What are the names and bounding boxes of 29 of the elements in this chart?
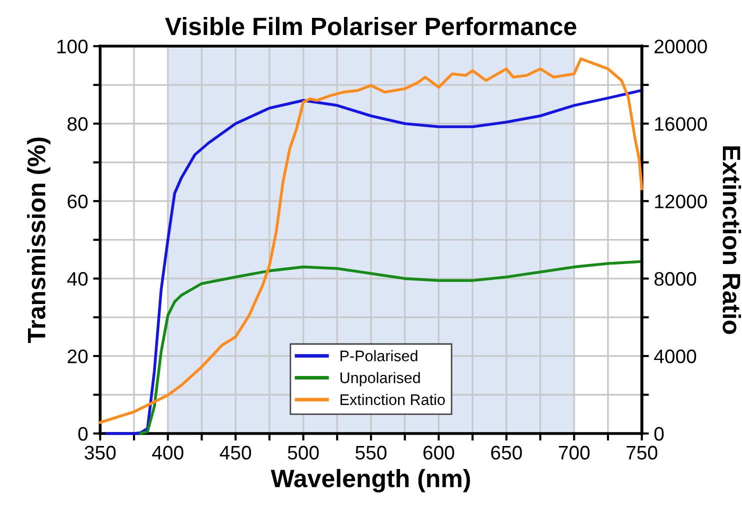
- line-series: [139, 260, 644, 435]
- y2-tick-label: 16000: [655, 117, 707, 131]
- y-tick-label: 60: [68, 194, 88, 208]
- y-tick-label: 40: [67, 272, 88, 286]
- y-tick-label: 20: [68, 349, 88, 364]
- x-tick-label: 550: [356, 446, 386, 460]
- x-tick-label: 500: [288, 446, 319, 460]
- legend-label: Extinction Ratio: [340, 394, 445, 406]
- y-axis-title: Transmission (%): [27, 138, 50, 344]
- y-tick-label: 0: [78, 426, 88, 441]
- y-tick-label: 80: [68, 117, 88, 131]
- x-tick-label: 450: [220, 446, 252, 460]
- y2-tick-label: 20000: [654, 40, 707, 54]
- x-tick-label: 700: [558, 446, 590, 460]
- x-tick-label: 600: [423, 446, 454, 460]
- x-tick-label: 350: [84, 446, 116, 460]
- y-tick-label: 100: [57, 40, 88, 54]
- y2-tick-label: 0: [654, 426, 664, 441]
- x-tick-label: 750: [626, 446, 658, 460]
- legend-label: P-Polarised: [340, 350, 418, 362]
- y2-tick-label: 8000: [654, 272, 696, 286]
- legend-label: Unpolarised: [340, 372, 420, 386]
- y2-axis-title: Extinction Ratio: [722, 146, 742, 334]
- x-tick-label: 650: [491, 446, 522, 460]
- y2-tick-label: 12000: [655, 194, 707, 208]
- x-axis-title: Wavelength (nm): [270, 468, 470, 492]
- chart-title: Visible Film Polariser Performance: [165, 16, 576, 36]
- x-tick-label: 400: [152, 446, 184, 460]
- y2-tick-label: 4000: [654, 349, 696, 364]
